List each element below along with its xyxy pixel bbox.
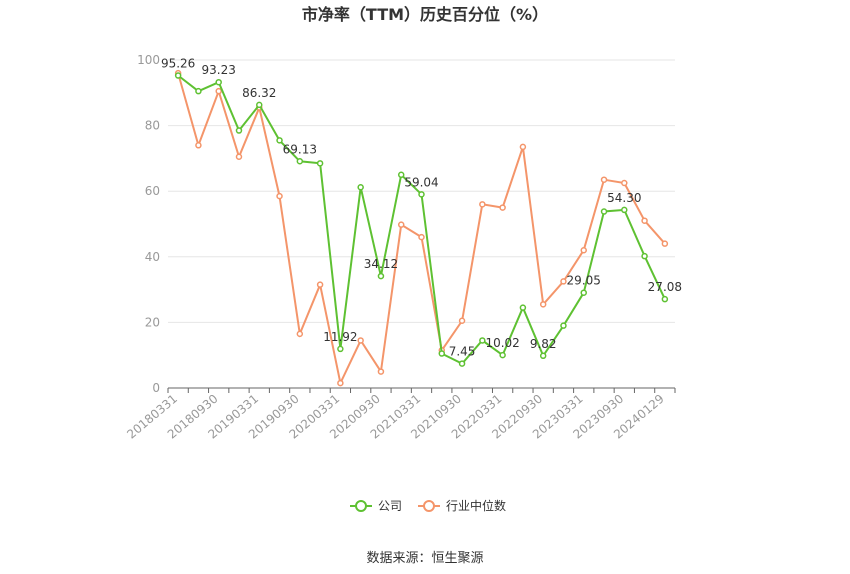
data-point (661, 295, 669, 303)
legend-marker (355, 500, 367, 512)
data-point (560, 322, 567, 329)
data-point (479, 201, 486, 208)
x-axis: 2018033120180930201903312019093020200331… (124, 387, 676, 442)
data-point (174, 72, 182, 79)
data-point (600, 208, 608, 215)
data-point (276, 192, 283, 200)
data-label: 11.92 (323, 330, 357, 344)
data-point (519, 304, 527, 311)
data-point (337, 345, 344, 353)
data-point (539, 301, 547, 308)
data-label: 93.23 (202, 63, 236, 77)
source-note: 数据来源：恒生聚源 (366, 551, 483, 566)
data-point (621, 179, 628, 187)
data-point (296, 330, 304, 338)
data-point (499, 351, 506, 359)
data-point (377, 272, 385, 280)
y-tick-label: 0 (152, 381, 160, 395)
data-point (438, 350, 446, 357)
y-tick-label: 60 (145, 184, 160, 198)
data-label: 7.45 (449, 345, 476, 359)
data-point (357, 184, 364, 191)
legend[interactable]: 公司 行业中位数 (350, 498, 506, 513)
data-point (580, 289, 587, 296)
data-point (215, 78, 222, 86)
data-point (235, 127, 243, 134)
data-point (235, 153, 243, 161)
series-group (174, 69, 669, 387)
data-point (316, 160, 324, 167)
data-point (418, 191, 425, 198)
legend-item-1[interactable]: 行业中位数 (418, 498, 506, 513)
data-point (641, 252, 648, 260)
data-label: 86.32 (242, 86, 276, 100)
data-point (621, 206, 628, 214)
data-point (600, 176, 608, 183)
data-label: 10.02 (485, 336, 519, 350)
data-point (479, 337, 486, 344)
data-point (580, 246, 587, 254)
data-point (256, 101, 263, 109)
data-label: 95.26 (161, 57, 195, 71)
legend-label: 公司 (378, 499, 402, 513)
data-point (337, 379, 344, 387)
data-point (296, 158, 304, 165)
data-label: 69.13 (283, 142, 317, 156)
data-point (215, 87, 222, 95)
data-point (539, 352, 547, 360)
data-point (519, 143, 527, 151)
data-point (397, 171, 405, 179)
y-tick-label: 20 (145, 315, 160, 329)
data-point (499, 204, 506, 211)
data-point (458, 317, 466, 325)
data-point (276, 137, 283, 144)
data-point (641, 217, 648, 224)
legend-item-0[interactable]: 公司 (350, 499, 402, 513)
data-labels: 95.26 93.23 86.32 69.13 11.92 34.12 59.04 7.45 1… (161, 57, 682, 359)
data-point (458, 360, 466, 367)
data-point (316, 281, 324, 288)
data-point (661, 240, 669, 247)
legend-marker (423, 500, 435, 512)
data-label: 34.12 (364, 257, 398, 271)
data-label: 54.30 (607, 191, 641, 205)
data-point (195, 87, 202, 95)
y-tick-label: 80 (145, 119, 160, 133)
data-point (560, 278, 567, 285)
data-point (397, 221, 405, 228)
data-label: 59.04 (404, 175, 438, 189)
series-line-1 (177, 72, 666, 387)
chart-title: 市净率（TTM）历史百分位（%） (302, 5, 548, 24)
data-point (377, 368, 385, 375)
data-point (418, 233, 425, 241)
legend-label: 行业中位数 (446, 498, 506, 513)
data-label: 29.05 (567, 274, 601, 288)
y-tick-label: 100 (137, 53, 160, 67)
y-tick-label: 40 (145, 250, 160, 264)
data-point (357, 337, 364, 344)
y-axis: 0 20 40 60 80 100 (137, 53, 160, 395)
data-point (195, 142, 202, 149)
data-label: 9.82 (530, 337, 557, 351)
data-label: 27.08 (648, 280, 682, 294)
